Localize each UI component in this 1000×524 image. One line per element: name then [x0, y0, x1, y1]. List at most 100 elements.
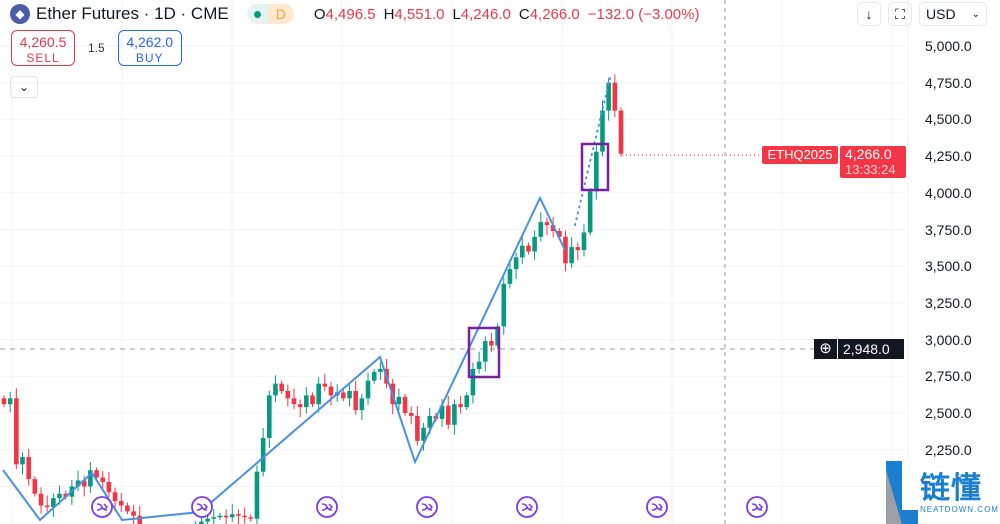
candle-body: [44, 505, 50, 507]
event-arrow-icon: [421, 503, 434, 511]
axis-label: 2,250.0: [925, 441, 972, 458]
current-price: 4,266.0: [845, 146, 892, 162]
low-value: 4,246.0: [460, 5, 511, 23]
candle-body: [20, 457, 25, 465]
add-alert-button[interactable]: ⊕: [814, 339, 837, 359]
candle-body: [594, 151, 599, 192]
close-key: C: [518, 5, 530, 23]
axis-label: 3,000.0: [925, 331, 972, 348]
candle-body: [267, 395, 272, 438]
candle-body: [112, 492, 118, 502]
buy-label: BUY: [135, 51, 164, 65]
candle-body: [532, 236, 537, 252]
ohlc-values: O4,496.5 H4,551.0 L4,246.0 C4,266.0 −132…: [314, 6, 700, 23]
crosshair-price-label: 2,948.0: [838, 339, 904, 359]
arrow-down-icon: ↓: [865, 6, 873, 22]
buy-button[interactable]: 4,262.0 BUY: [117, 30, 182, 66]
candle-body: [452, 404, 457, 425]
candle-body: [464, 395, 470, 408]
candle-body: [341, 392, 346, 399]
candle-body: [100, 477, 106, 482]
axis-label: 3,750.0: [925, 221, 972, 238]
status-dot-icon: [253, 10, 261, 18]
chevron-down-icon: ⌄: [971, 8, 980, 20]
axis-label: 3,250.0: [925, 294, 972, 311]
highlight-box: [580, 142, 610, 192]
candle-body: [513, 257, 519, 270]
axis-label: 2,500.0: [925, 405, 972, 421]
candle-body: [550, 225, 556, 231]
candle-body: [402, 396, 408, 413]
market-status[interactable]: D: [246, 4, 294, 24]
candle-body: [310, 395, 315, 405]
candle-body: [476, 361, 482, 369]
candle-body: [316, 383, 321, 405]
collapse-button[interactable]: ⌄: [10, 76, 38, 98]
candle-body: [519, 245, 525, 258]
candle-body: [32, 479, 38, 494]
candle-body: [229, 514, 235, 518]
axis-label: 3,500.0: [925, 258, 972, 275]
candle-body: [63, 493, 68, 497]
open-value: 4,496.5: [325, 5, 376, 23]
candle-body: [248, 517, 254, 519]
download-button[interactable]: ↓: [857, 2, 881, 26]
event-arrow-icon: [196, 503, 209, 511]
event-arrow-icon: [321, 503, 334, 511]
fullscreen-icon: ⛶: [895, 5, 905, 22]
candle-body: [254, 471, 260, 519]
symbol-header[interactable]: ◆ Ether Futures · 1D · CME D O4,496.5 H4…: [10, 4, 699, 24]
candle-body: [526, 245, 531, 252]
candle-body: [273, 383, 278, 396]
event-arrow-icon: [96, 503, 109, 511]
sell-label: SELL: [26, 51, 60, 65]
candle-body: [408, 413, 414, 416]
candle-body: [353, 390, 358, 411]
candle-body: [600, 110, 605, 152]
event-arrow-icon: [651, 503, 664, 511]
candle-body: [205, 518, 210, 522]
candle-body: [445, 405, 451, 425]
zigzag-line: [2, 195, 566, 522]
candle-body: [396, 396, 402, 405]
candle-body: [618, 110, 624, 154]
event-arrow-icon: [521, 503, 534, 511]
candle-body: [7, 398, 13, 405]
candle-body: [581, 232, 587, 251]
candle-body: [458, 404, 463, 408]
axis-label: 4,250.0: [925, 148, 972, 165]
candle-body: [211, 517, 217, 519]
candle-body: [14, 398, 19, 465]
candle-body: [223, 515, 229, 518]
candle-body: [217, 515, 223, 518]
candle-body: [57, 493, 62, 499]
open-key: O: [313, 5, 326, 23]
candle-body: [199, 521, 204, 524]
fullscreen-button[interactable]: ⛶: [888, 2, 912, 26]
candle-body: [507, 269, 513, 284]
change-value: −132.0 (−3.00%): [587, 5, 700, 23]
candle-body: [137, 515, 143, 524]
candle-body: [75, 480, 81, 487]
sell-button[interactable]: 4,260.5 SELL: [11, 30, 75, 66]
candle-body: [563, 236, 568, 264]
candle-body: [94, 470, 99, 478]
candle-body: [365, 380, 371, 399]
plus-circle-icon: ⊕: [819, 340, 832, 357]
candle-body: [291, 398, 297, 405]
candle-body: [606, 82, 611, 111]
axis-label: 4,000.0: [925, 184, 972, 201]
low-key: L: [452, 5, 461, 23]
candle-body: [557, 230, 562, 237]
projection-dotted-line: [574, 77, 611, 226]
candle-body: [439, 405, 445, 419]
currency-select[interactable]: USD ⌄: [919, 2, 987, 26]
candle-body: [242, 515, 247, 518]
close-value: 4,266.0: [529, 5, 580, 23]
candle-body: [125, 505, 130, 512]
axis-label: 4,500.0: [925, 111, 972, 128]
candle-body: [587, 191, 593, 233]
candle-body: [285, 390, 291, 399]
candle-body: [612, 82, 618, 111]
